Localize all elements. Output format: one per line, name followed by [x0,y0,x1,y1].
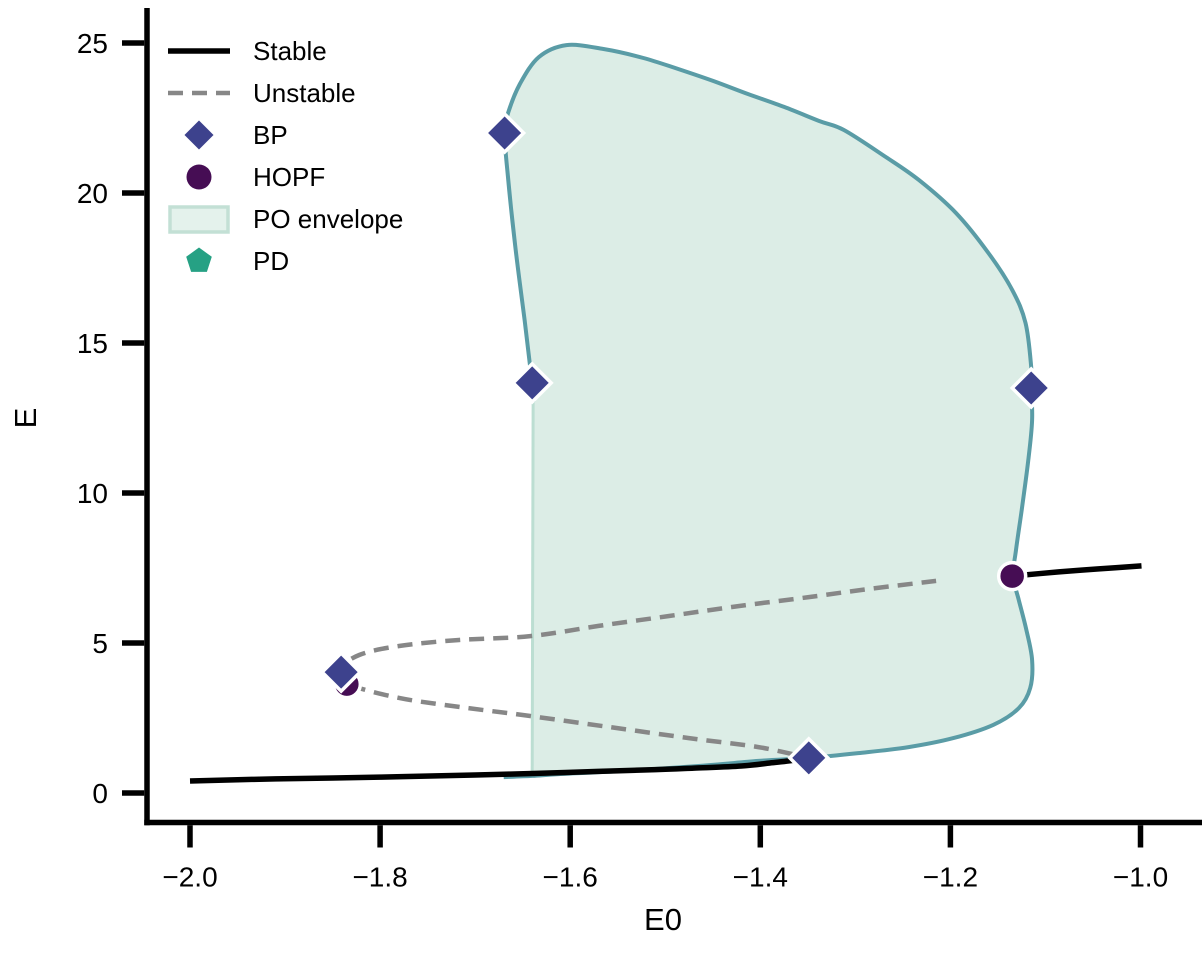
y-tick-label: 20 [77,178,108,209]
legend-bp-diamond-icon [179,115,219,155]
legend-item-stable: Stable [168,36,327,66]
legend-po-envelope-swatch [168,205,230,234]
po-envelope-layer [502,42,1035,780]
y-tick-label: 15 [77,328,108,359]
series-unstable-branch-upper [330,578,937,675]
legend-label: PD [253,246,289,276]
legend-item-pd: PD [186,246,289,276]
bp-marker [483,111,527,155]
y-tick-label: 10 [77,478,108,509]
legend-label: Stable [253,36,327,66]
legend: Stable Unstable BP HOPF PO envelope PD [168,36,403,276]
legend-item-hopf: HOPF [186,162,325,192]
x-tick-label: −1.4 [733,862,788,893]
legend-label: BP [253,120,288,150]
x-tick-label: −2.0 [162,862,217,893]
x-axis-label: E0 [644,902,682,937]
hopf-marker [996,560,1028,592]
po-envelope-fill [504,44,1033,776]
bp-marker [787,736,831,780]
y-tick-label: 0 [92,778,108,809]
bp-marker [319,650,363,694]
series-stable-branch-right [1011,563,1142,579]
po-envelope-closing-edge [530,402,535,776]
legend-hopf-circle-icon [186,164,212,190]
legend-item-bp: BP [179,115,288,155]
curves-layer [189,563,1142,784]
y-tick-label: 25 [77,28,108,59]
x-tick-label: −1.6 [543,862,598,893]
bp-marker [1009,366,1053,410]
series-stable-branch-lower [189,755,810,784]
markers-layer [319,111,1053,780]
bp-marker [510,361,554,405]
x-tick-label: −1.8 [352,862,407,893]
legend-label: PO envelope [253,204,403,234]
x-tick-label: −1.2 [923,862,978,893]
legend-item-po-envelope: PO envelope [168,204,403,234]
legend-item-unstable: Unstable [168,78,356,108]
po-envelope-outline [502,42,1035,780]
axes-layer: −2.0 −1.8 −1.6 −1.4 −1.2 −1.0 0 5 10 15 20 25 [77,8,1202,893]
legend-label: HOPF [253,162,325,192]
legend-label: Unstable [253,78,356,108]
series-unstable-branch-lower [330,670,810,761]
y-axis-label: E [8,408,43,429]
legend-pd-pentagon-icon [186,247,212,272]
y-tick-label: 5 [92,628,108,659]
x-tick-label: −1.0 [1113,862,1168,893]
